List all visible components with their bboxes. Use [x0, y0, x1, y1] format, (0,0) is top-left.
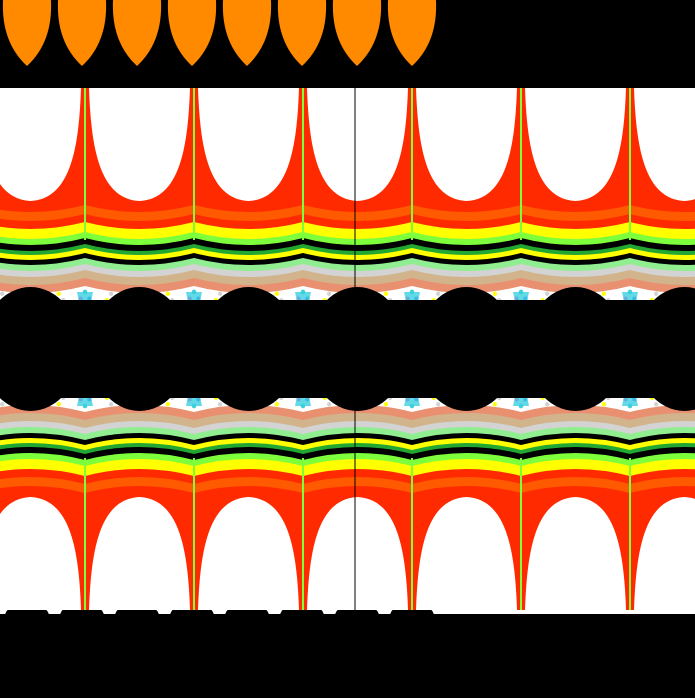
lower-arch [404, 368, 524, 610]
arch-hollow [0, 88, 81, 201]
middle-lobe [307, 287, 408, 411]
top-orange-band [0, 0, 695, 99]
arch-hollow [416, 88, 517, 201]
middle-lobe [89, 287, 190, 411]
upper-arch [186, 88, 306, 330]
arch-hollow [525, 88, 626, 201]
middle-lobe [0, 287, 81, 411]
fringe-dot [108, 291, 114, 296]
fringe-dot [274, 291, 280, 296]
arch-hollow [89, 88, 190, 201]
middle-black-band [0, 287, 695, 411]
upper-fractal-arches [0, 88, 695, 330]
fringe-dot [165, 291, 171, 296]
upper-arch [513, 88, 633, 330]
bottom-black-band [0, 603, 695, 698]
middle-lobe [416, 287, 517, 411]
arch-hollow [89, 497, 190, 610]
lower-arch [186, 368, 306, 610]
middle-lobe [634, 287, 695, 411]
top-orange-petal [2, 0, 52, 66]
top-orange-petal [332, 0, 382, 66]
fringe-dot [653, 291, 659, 296]
upper-arch [404, 88, 524, 330]
lower-arch [622, 368, 695, 610]
upper-arch [622, 88, 695, 330]
lower-arch [77, 368, 197, 610]
arch-hollow [634, 497, 695, 610]
fringe-dot [435, 291, 441, 296]
fringe-dot [544, 402, 550, 407]
upper-arch [77, 88, 197, 330]
fringe-dot [56, 291, 62, 296]
top-orange-petal [57, 0, 107, 66]
top-orange-petal [277, 0, 327, 66]
lower-fractal-arches [0, 368, 695, 610]
fringe-dot [274, 402, 280, 407]
fringe-dot [601, 402, 607, 407]
fringe-dot [326, 402, 332, 407]
fringe-dot [383, 291, 389, 296]
bottom-band-base [0, 614, 695, 698]
fringe-dot [165, 402, 171, 407]
middle-lobe [198, 287, 299, 411]
fringe-dot [492, 291, 498, 296]
fringe-dot [217, 402, 223, 407]
arch-hollow [198, 497, 299, 610]
middle-lobe [525, 287, 626, 411]
top-orange-petal [167, 0, 217, 66]
fringe-dot [0, 402, 5, 407]
fringe-dot [0, 291, 5, 296]
fringe-dot [217, 291, 223, 296]
arch-hollow [307, 88, 408, 201]
upper-arch [0, 88, 88, 309]
top-orange-petal [387, 0, 437, 66]
lower-arch [295, 368, 415, 610]
top-orange-petal [112, 0, 162, 66]
fringe-dot [435, 402, 441, 407]
lower-arch [513, 368, 633, 610]
arch-hollow [198, 88, 299, 201]
arch-hollow [307, 497, 408, 610]
lower-arch [0, 389, 88, 610]
fringe-dot [326, 291, 332, 296]
arch-hollow [0, 497, 81, 610]
fringe-dot [56, 402, 62, 407]
fringe-dot [108, 402, 114, 407]
arch-hollow [634, 88, 695, 201]
fringe-dot [492, 402, 498, 407]
arch-hollow [416, 497, 517, 610]
top-orange-petal [222, 0, 272, 66]
fringe-dot [544, 291, 550, 296]
fringe-dot [653, 402, 659, 407]
fringe-dot [601, 291, 607, 296]
arch-hollow [525, 497, 626, 610]
fringe-dot [383, 402, 389, 407]
upper-arch [295, 88, 415, 330]
